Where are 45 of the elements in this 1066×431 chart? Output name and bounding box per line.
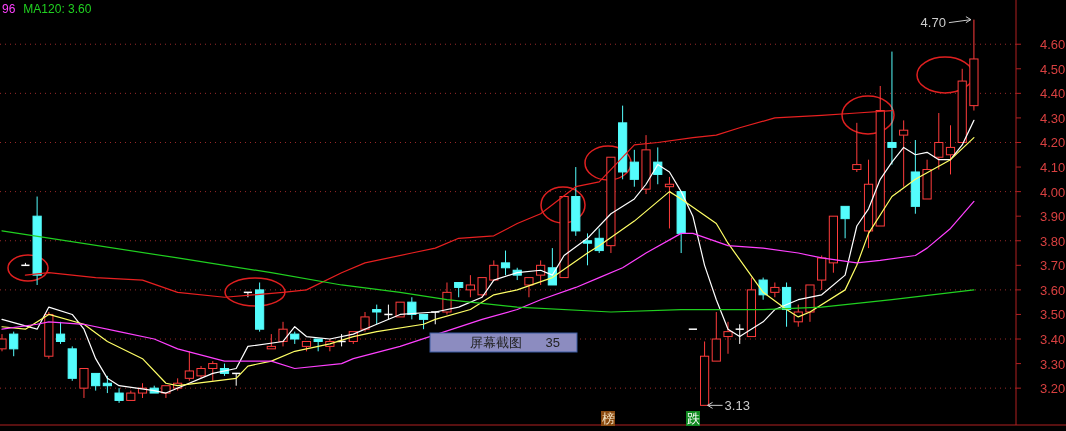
y-tick-label: 3.30 [1040, 356, 1066, 372]
y-tick-label: 3.60 [1040, 282, 1066, 298]
candlestick [208, 360, 218, 382]
y-tick-label: 4.30 [1040, 110, 1066, 126]
y-tick-label: 4.20 [1040, 135, 1066, 151]
annotation: 3.13 [724, 398, 750, 414]
candlestick [945, 124, 956, 175]
line-series [1, 200, 975, 370]
candlestick [817, 254, 827, 291]
candlestick [629, 149, 639, 188]
annotation: 跌 [686, 411, 700, 426]
annotation: 35 [545, 335, 560, 350]
candlestick [114, 387, 124, 404]
candlestick [641, 134, 651, 195]
candlestick [184, 350, 194, 382]
annotation: 屏幕截图 [470, 335, 522, 350]
y-tick-label: 4.50 [1040, 61, 1066, 77]
annotation: 榜 [601, 411, 615, 426]
text: 96 [2, 2, 16, 16]
text: MA120: 3.60 [23, 2, 92, 16]
y-tick-label: 4.40 [1040, 86, 1066, 102]
y-tick-label: 4.00 [1040, 184, 1066, 200]
y-tick-label: 4.10 [1040, 160, 1066, 176]
candlestick [32, 196, 42, 286]
line-series [1, 230, 975, 313]
annotation: 4.70 [920, 14, 946, 30]
candlestick [910, 139, 920, 215]
y-tick-label: 3.70 [1040, 258, 1066, 274]
candlestick [500, 250, 511, 276]
candlestick [852, 122, 862, 173]
candlestick [770, 282, 780, 298]
candlestick [278, 321, 288, 347]
candlestick [887, 51, 897, 166]
candlestick [723, 321, 733, 355]
candlestick [899, 119, 909, 188]
candlestick [360, 311, 370, 333]
y-tick-label: 3.90 [1040, 209, 1066, 225]
y-tick-label: 4.60 [1040, 37, 1066, 53]
y-tick-label: 3.50 [1040, 307, 1066, 323]
candlestick [969, 19, 979, 112]
y-tick-label: 3.80 [1040, 233, 1066, 249]
candlestick [67, 345, 77, 382]
y-tick-label: 3.20 [1040, 381, 1066, 397]
candlestick [44, 311, 54, 360]
y-tick-label: 3.40 [1040, 332, 1066, 348]
